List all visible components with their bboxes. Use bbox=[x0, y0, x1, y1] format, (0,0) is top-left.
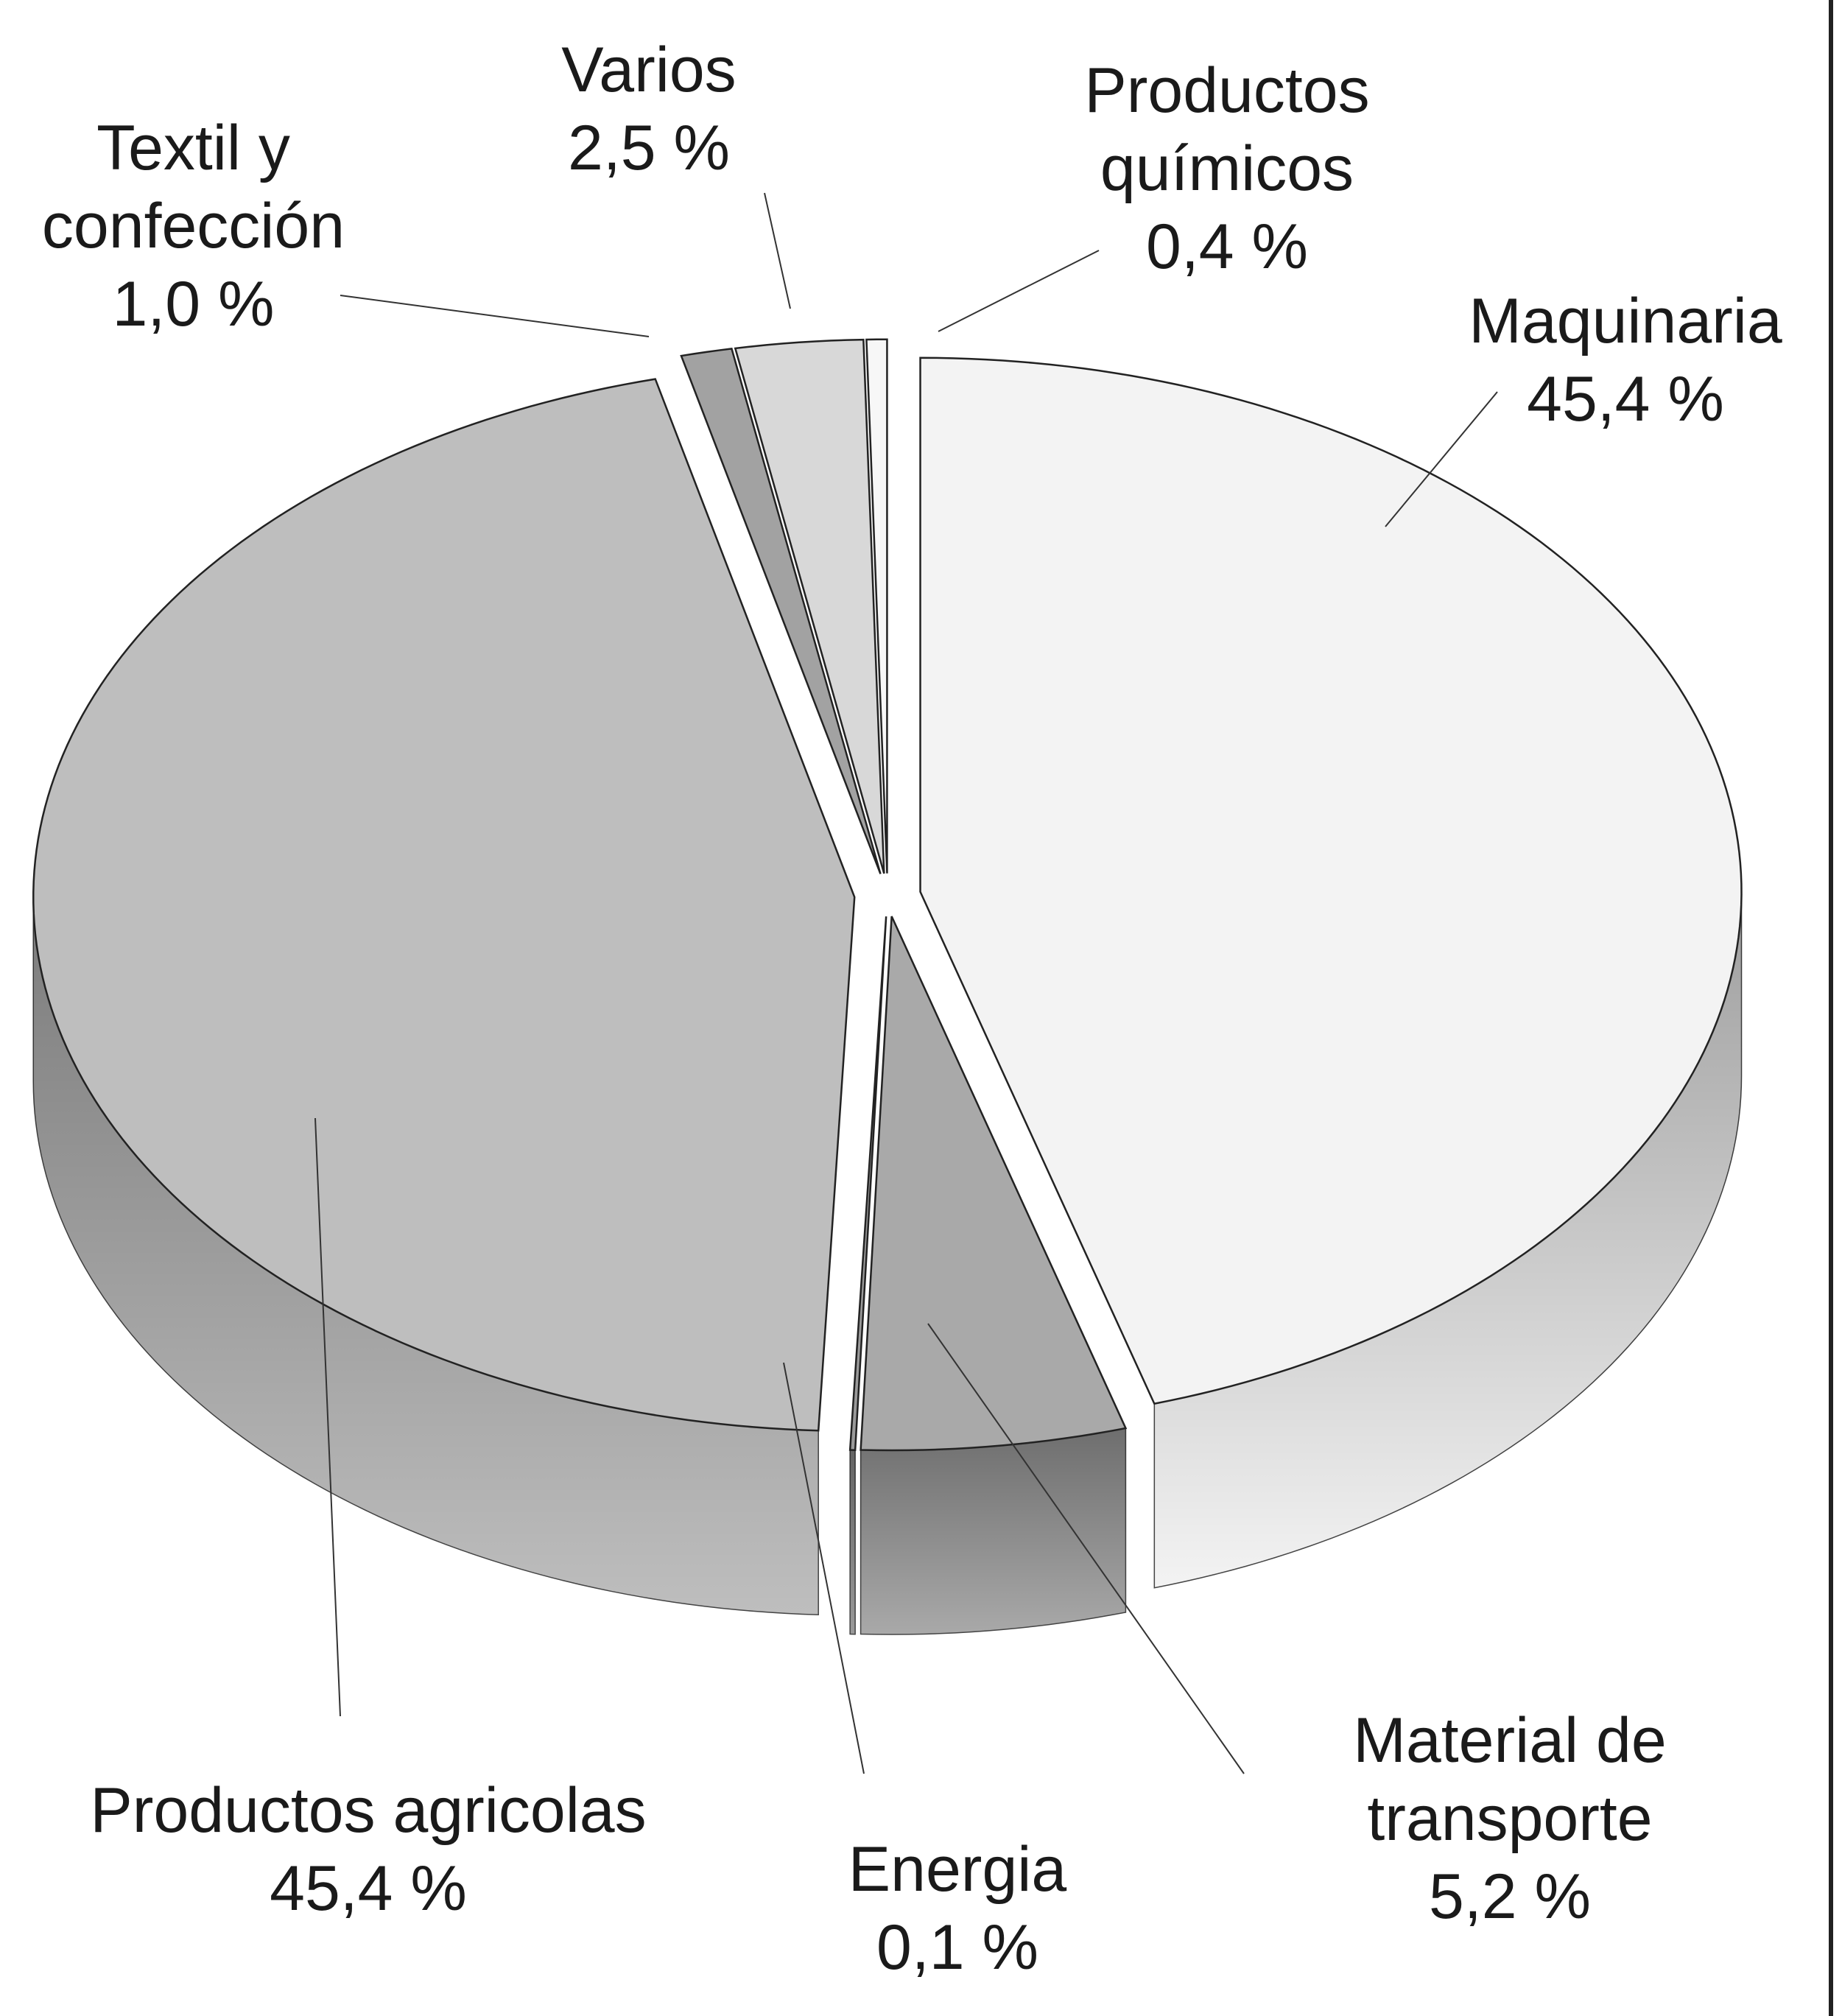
category-label: Productos agricolas bbox=[90, 1775, 647, 1846]
leader-line bbox=[783, 1362, 865, 1774]
category-label: Maquinaria bbox=[1469, 286, 1782, 357]
category-label: Energia bbox=[848, 1834, 1067, 1905]
label: Energia 0,1 % bbox=[737, 1830, 1178, 1987]
slice bbox=[32, 378, 856, 1432]
value-label: 0,4 % bbox=[1146, 211, 1308, 282]
label: Material de transporte 5,2 % bbox=[1282, 1701, 1738, 1936]
leader-line bbox=[938, 250, 1100, 332]
value-label: 5,2 % bbox=[1429, 1861, 1591, 1932]
slice-side-shade bbox=[33, 896, 819, 1615]
leader-line bbox=[1385, 391, 1498, 527]
category-label: Productos químicos bbox=[1084, 55, 1370, 204]
value-label: 2,5 % bbox=[568, 113, 730, 183]
label: Varios 2,5 % bbox=[465, 31, 833, 187]
category-label: Textil y confección bbox=[41, 113, 345, 261]
slices bbox=[32, 338, 1743, 1635]
slice bbox=[865, 338, 888, 874]
slice bbox=[680, 348, 882, 874]
label: Maquinaria 45,4 % bbox=[1405, 282, 1842, 438]
leader-line bbox=[927, 1323, 1245, 1774]
leader-line bbox=[340, 295, 650, 337]
value-label: 0,1 % bbox=[876, 1912, 1038, 1983]
leader-lines bbox=[314, 192, 1498, 1774]
label: Textil y confección 1,0 % bbox=[0, 109, 387, 343]
label: Productos químicos 0,4 % bbox=[1021, 52, 1433, 286]
label: Productos agricolas 45,4 % bbox=[15, 1771, 722, 1928]
leader-line bbox=[764, 192, 791, 309]
leader-line bbox=[314, 1117, 341, 1717]
value-label: 45,4 % bbox=[1527, 364, 1724, 435]
slice bbox=[734, 338, 885, 874]
category-label: Material de transporte bbox=[1353, 1705, 1667, 1854]
slice-side-shade bbox=[1154, 891, 1742, 1588]
slice bbox=[860, 916, 1128, 1452]
slice-side-shade bbox=[850, 1450, 856, 1634]
value-label: 45,4 % bbox=[270, 1853, 467, 1924]
slice bbox=[848, 916, 887, 1452]
slice bbox=[919, 357, 1743, 1405]
value-label: 1,0 % bbox=[112, 269, 275, 340]
category-label: Varios bbox=[561, 35, 737, 105]
slice-side-shade bbox=[860, 1427, 1126, 1635]
